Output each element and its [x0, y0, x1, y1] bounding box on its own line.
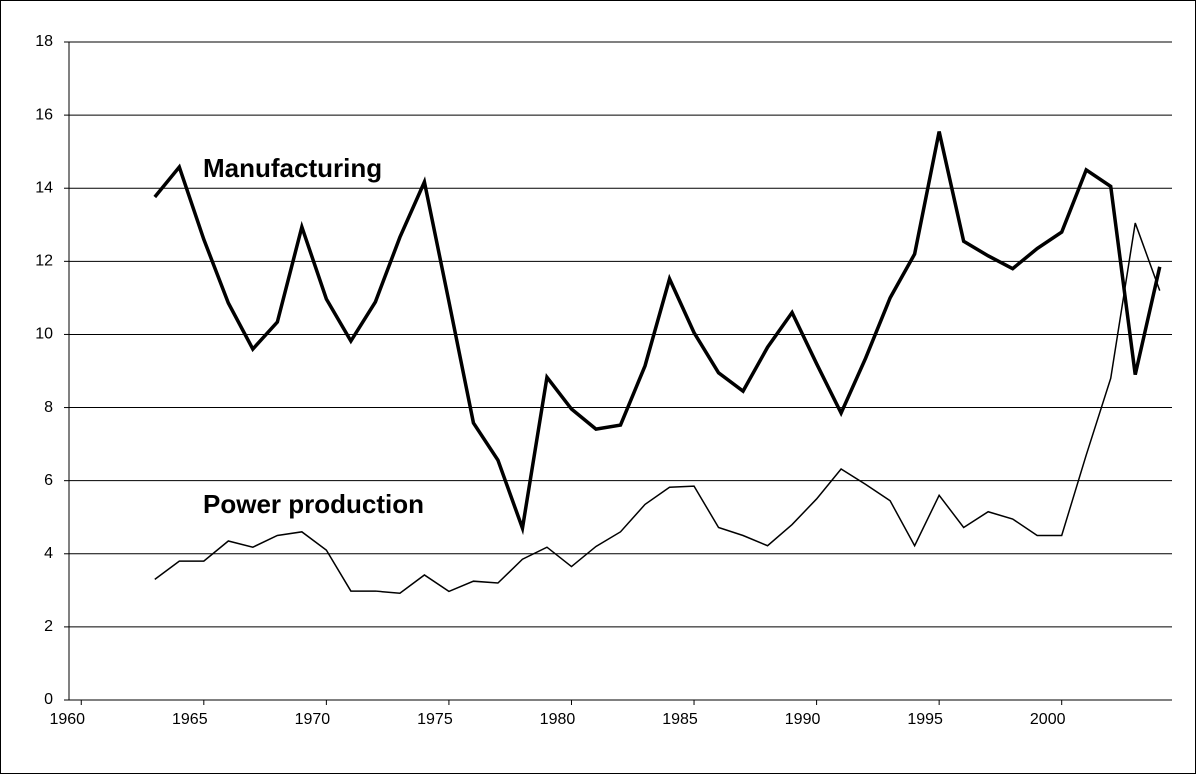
y-tick-label: 6	[44, 472, 53, 489]
x-tick-label: 1990	[785, 711, 821, 728]
y-tick-label: 8	[44, 399, 53, 416]
y-tick-label: 14	[35, 179, 53, 196]
series-line	[154, 222, 1161, 595]
x-tick-label: 1965	[172, 711, 208, 728]
x-tick-label: 1995	[907, 711, 943, 728]
y-tick-label: 18	[35, 33, 53, 50]
y-tick-label: 10	[35, 326, 53, 343]
series-label: Power production	[203, 489, 424, 519]
y-tick-label: 16	[35, 106, 53, 123]
series-label: Manufacturing	[203, 153, 382, 183]
y-tick-label: 12	[35, 253, 53, 270]
x-tick-label: 1975	[417, 711, 453, 728]
x-tick-label: 1985	[662, 711, 698, 728]
x-tick-label: 1980	[540, 711, 576, 728]
series-line	[153, 131, 1162, 536]
x-tick-label: 1970	[295, 711, 331, 728]
y-tick-label: 2	[44, 618, 53, 635]
x-tick-label: 1960	[49, 711, 85, 728]
y-tick-label: 0	[44, 691, 53, 708]
y-tick-label: 4	[44, 545, 53, 562]
x-tick-label: 2000	[1030, 711, 1066, 728]
